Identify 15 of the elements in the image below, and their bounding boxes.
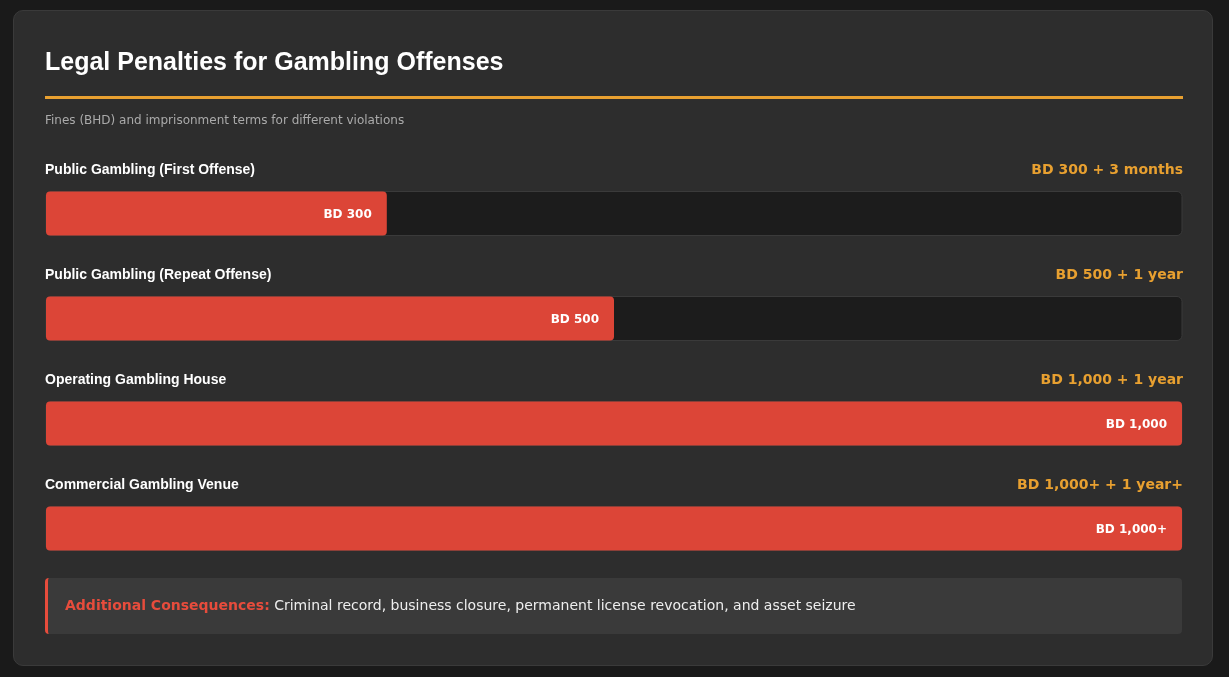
annotation: BD 1,000 + 1 year (1040, 370, 1184, 387)
chart-title: Legal Penalties for Gambling Offenses (45, 47, 504, 76)
data-label: BD 300 (323, 206, 372, 221)
annotation: BD 500 + 1 year (1055, 265, 1184, 282)
annotation: BD 300 + 3 months (1031, 160, 1184, 177)
chart-subtitle: Fines (BHD) and imprisonment terms for different violations (45, 113, 405, 127)
annotation: BD 1,000+ + 1 year+ (1017, 475, 1184, 492)
y-tick-label: Public Gambling (First Offense) (45, 160, 256, 177)
y-tick-label: Public Gambling (Repeat Offense) (45, 265, 272, 282)
data-label: BD 500 (550, 311, 599, 326)
y-tick-label: Operating Gambling House (45, 370, 227, 387)
data-label: BD 1,000+ (1095, 521, 1167, 536)
text: Additional Consequences: Criminal record, business closure, permanent license revocation, and asset seizure (65, 597, 856, 613)
y-tick-label: Commercial Gambling Venue (45, 475, 239, 492)
data-label: BD 1,000 (1105, 416, 1167, 431)
